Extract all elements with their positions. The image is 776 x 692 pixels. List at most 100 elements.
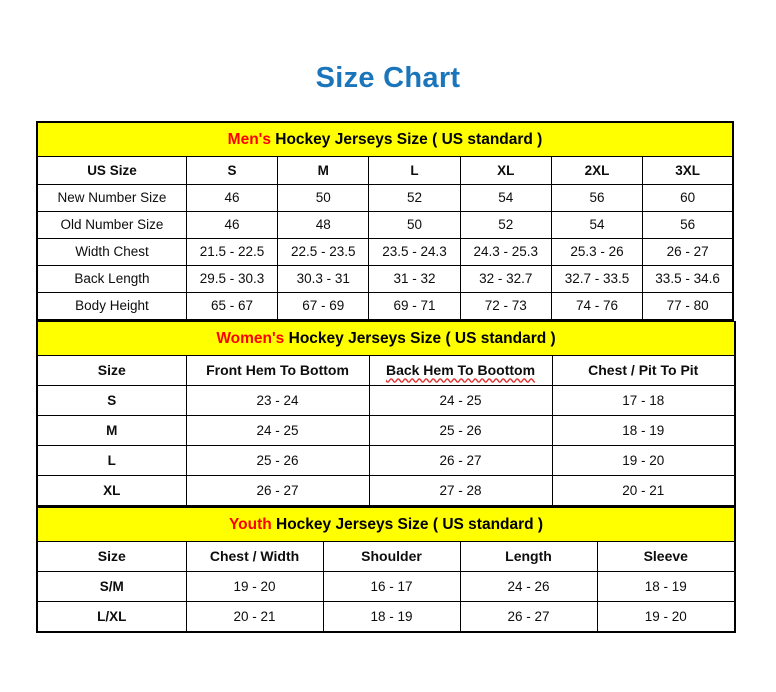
womens-row-label-1: M bbox=[36, 415, 187, 446]
womens-section-banner: Women's Hockey Jerseys Size ( US standar… bbox=[36, 321, 736, 356]
mens-cell-3-3: 32 - 32.7 bbox=[459, 265, 552, 293]
table-row: S 23 - 24 24 - 25 17 - 18 bbox=[36, 385, 736, 416]
table-row: L/XL 20 - 21 18 - 19 26 - 27 19 - 20 bbox=[36, 601, 736, 633]
mens-col-header-1: S bbox=[185, 156, 279, 185]
mens-size-table: Men's Hockey Jerseys Size ( US standard … bbox=[36, 121, 734, 321]
mens-cell-1-0: 46 bbox=[185, 211, 279, 239]
mens-cell-1-1: 48 bbox=[277, 211, 370, 239]
size-chart-tables: Men's Hockey Jerseys Size ( US standard … bbox=[35, 121, 737, 633]
mens-cell-2-0: 21.5 - 22.5 bbox=[185, 238, 279, 266]
mens-col-header-3: L bbox=[368, 156, 461, 185]
womens-cell-3-1: 27 - 28 bbox=[368, 475, 553, 507]
youth-col-header-0: Size bbox=[36, 541, 187, 572]
youth-banner-accent: Youth bbox=[228, 515, 272, 533]
womens-cell-3-0: 26 - 27 bbox=[185, 475, 370, 507]
youth-cell-0-3: 18 - 19 bbox=[596, 571, 736, 602]
youth-cell-1-1: 18 - 19 bbox=[322, 601, 461, 633]
youth-col-header-2: Shoulder bbox=[322, 541, 461, 572]
mens-cell-4-5: 77 - 80 bbox=[642, 292, 734, 321]
youth-cell-1-2: 26 - 27 bbox=[459, 601, 598, 633]
mens-cell-3-2: 31 - 32 bbox=[368, 265, 461, 293]
mens-cell-4-0: 65 - 67 bbox=[185, 292, 279, 321]
mens-cell-1-3: 52 bbox=[459, 211, 552, 239]
mens-cell-3-0: 29.5 - 30.3 bbox=[185, 265, 279, 293]
table-row: Width Chest 21.5 - 22.5 22.5 - 23.5 23.5… bbox=[36, 238, 734, 266]
table-row: Old Number Size 46 48 50 52 54 56 bbox=[36, 211, 734, 239]
mens-banner-rest: Hockey Jerseys Size ( US standard ) bbox=[270, 130, 543, 148]
womens-cell-1-1: 25 - 26 bbox=[368, 415, 553, 446]
womens-cell-0-1: 24 - 25 bbox=[368, 385, 553, 416]
mens-cell-3-4: 32.7 - 33.5 bbox=[550, 265, 644, 293]
mens-cell-1-5: 56 bbox=[642, 211, 734, 239]
mens-cell-4-4: 74 - 76 bbox=[550, 292, 644, 321]
mens-col-header-4: XL bbox=[459, 156, 552, 185]
mens-cell-0-4: 56 bbox=[550, 184, 644, 212]
mens-cell-2-5: 26 - 27 bbox=[642, 238, 734, 266]
womens-col-header-3: Chest / Pit To Pit bbox=[551, 355, 736, 386]
mens-cell-1-2: 50 bbox=[368, 211, 461, 239]
womens-banner-accent: Women's bbox=[216, 329, 285, 347]
womens-cell-1-2: 18 - 19 bbox=[551, 415, 736, 446]
page-title: Size Chart bbox=[315, 62, 461, 94]
mens-cell-4-3: 72 - 73 bbox=[459, 292, 552, 321]
mens-cell-2-4: 25.3 - 26 bbox=[550, 238, 644, 266]
mens-cell-0-1: 50 bbox=[277, 184, 370, 212]
youth-row-label-1: L/XL bbox=[36, 601, 187, 633]
mens-col-header-0: US Size bbox=[36, 156, 187, 185]
youth-cell-1-0: 20 - 21 bbox=[185, 601, 324, 633]
mens-col-header-5: 2XL bbox=[550, 156, 644, 185]
table-row: Back Length 29.5 - 30.3 30.3 - 31 31 - 3… bbox=[36, 265, 734, 293]
mens-cell-0-5: 60 bbox=[642, 184, 734, 212]
mens-cell-3-5: 33.5 - 34.6 bbox=[642, 265, 734, 293]
youth-row-label-0: S/M bbox=[36, 571, 187, 602]
table-row: S/M 19 - 20 16 - 17 24 - 26 18 - 19 bbox=[36, 571, 736, 602]
mens-banner-accent: Men's bbox=[227, 130, 271, 148]
womens-col-header-2: Back Hem To Boottom bbox=[368, 355, 553, 386]
mens-cell-4-1: 67 - 69 bbox=[277, 292, 370, 321]
mens-row-label-2: Width Chest bbox=[36, 238, 187, 266]
womens-cell-3-2: 20 - 21 bbox=[551, 475, 736, 507]
table-row: M 24 - 25 25 - 26 18 - 19 bbox=[36, 415, 736, 446]
womens-cell-0-0: 23 - 24 bbox=[185, 385, 370, 416]
mens-col-header-6: 3XL bbox=[642, 156, 734, 185]
mens-banner-cell: Men's Hockey Jerseys Size ( US standard … bbox=[36, 121, 734, 157]
womens-cell-0-2: 17 - 18 bbox=[551, 385, 736, 416]
womens-col-header-1: Front Hem To Bottom bbox=[185, 355, 370, 386]
table-row: L 25 - 26 26 - 27 19 - 20 bbox=[36, 445, 736, 476]
womens-size-table: Women's Hockey Jerseys Size ( US standar… bbox=[36, 321, 736, 507]
mens-row-label-3: Back Length bbox=[36, 265, 187, 293]
mens-cell-0-3: 54 bbox=[459, 184, 552, 212]
mens-cell-2-2: 23.5 - 24.3 bbox=[368, 238, 461, 266]
mens-cell-2-1: 22.5 - 23.5 bbox=[277, 238, 370, 266]
mens-cell-0-2: 52 bbox=[368, 184, 461, 212]
table-row: XL 26 - 27 27 - 28 20 - 21 bbox=[36, 475, 736, 507]
mens-row-label-4: Body Height bbox=[36, 292, 187, 321]
womens-banner-cell: Women's Hockey Jerseys Size ( US standar… bbox=[36, 321, 736, 356]
youth-banner-rest: Hockey Jerseys Size ( US standard ) bbox=[271, 515, 544, 533]
youth-cell-0-0: 19 - 20 bbox=[185, 571, 324, 602]
womens-header-row: Size Front Hem To Bottom Back Hem To Boo… bbox=[36, 355, 736, 386]
womens-row-label-0: S bbox=[36, 385, 187, 416]
womens-row-label-2: L bbox=[36, 445, 187, 476]
youth-cell-0-1: 16 - 17 bbox=[322, 571, 461, 602]
womens-cell-2-0: 25 - 26 bbox=[185, 445, 370, 476]
mens-section-banner: Men's Hockey Jerseys Size ( US standard … bbox=[36, 121, 734, 157]
womens-cell-1-0: 24 - 25 bbox=[185, 415, 370, 446]
womens-row-label-3: XL bbox=[36, 475, 187, 507]
mens-header-row: US Size S M L XL 2XL 3XL bbox=[36, 156, 734, 185]
mens-cell-2-3: 24.3 - 25.3 bbox=[459, 238, 552, 266]
table-row: New Number Size 46 50 52 54 56 60 bbox=[36, 184, 734, 212]
mens-row-label-1: Old Number Size bbox=[36, 211, 187, 239]
mens-col-header-2: M bbox=[277, 156, 370, 185]
mens-cell-0-0: 46 bbox=[185, 184, 279, 212]
youth-cell-0-2: 24 - 26 bbox=[459, 571, 598, 602]
womens-col-header-2-text: Back Hem To Boottom bbox=[385, 362, 536, 379]
womens-cell-2-1: 26 - 27 bbox=[368, 445, 553, 476]
youth-col-header-1: Chest / Width bbox=[185, 541, 324, 572]
mens-cell-3-1: 30.3 - 31 bbox=[277, 265, 370, 293]
youth-banner-cell: Youth Hockey Jerseys Size ( US standard … bbox=[35, 507, 737, 542]
mens-row-label-0: New Number Size bbox=[36, 184, 187, 212]
womens-cell-2-2: 19 - 20 bbox=[551, 445, 736, 476]
womens-banner-rest: Hockey Jerseys Size ( US standard ) bbox=[284, 329, 556, 347]
